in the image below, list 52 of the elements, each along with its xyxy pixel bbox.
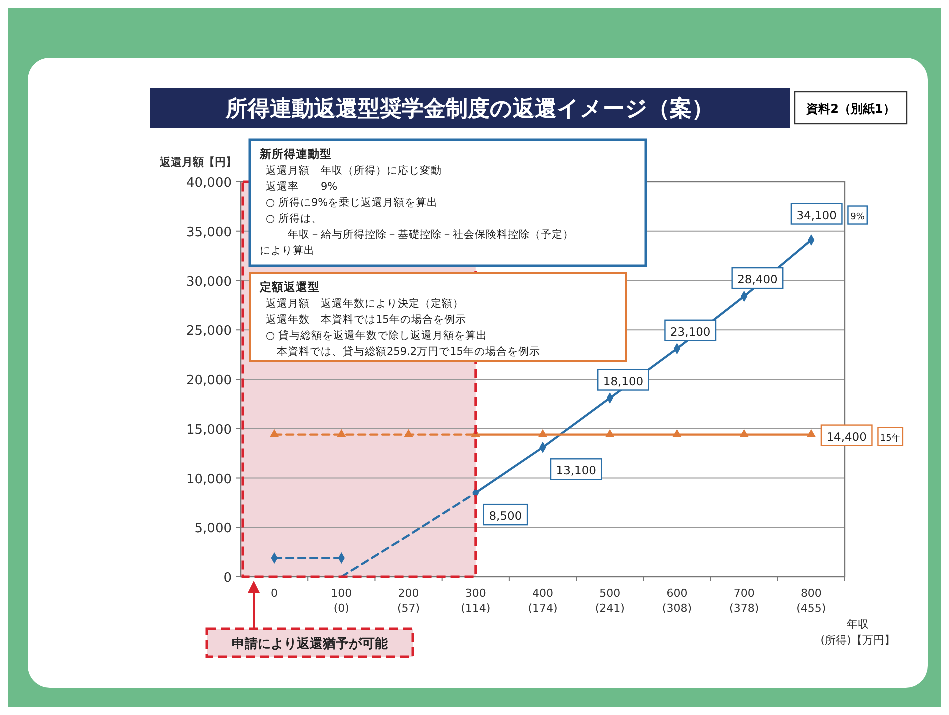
x-tick-label: 300 (114) [461, 587, 491, 615]
x-tick-label: 400 (174) [528, 587, 558, 615]
annotation: 返還年数 本資料では15年の場合を例示 [266, 313, 466, 326]
data-label: 14,400 [826, 430, 867, 444]
y-tick-label: 5,000 [194, 522, 232, 537]
point [740, 429, 750, 438]
data-label: 34,100 [796, 208, 837, 222]
x-tick-label: 100 (0) [331, 587, 352, 615]
data-label: 18,100 [603, 374, 644, 388]
text: 新所得連動型 [259, 147, 332, 161]
x-tick-label: 200 (57) [397, 587, 420, 615]
y-axis-title: 返還月額【円】 [159, 156, 237, 169]
y-tick-label: 35,000 [186, 225, 232, 240]
annotation: により算出 [260, 244, 315, 257]
text: 返還月額 年収（所得）に応じ変動 [266, 164, 442, 177]
data-label: 28,400 [738, 272, 778, 287]
point [672, 429, 682, 438]
annotation: ○ 貸与総額を返還年数で除し返還月額を算出 [266, 329, 488, 342]
annotation: ○ 所得は、 [266, 212, 322, 225]
y-tick-label: 25,000 [186, 324, 232, 340]
x-tick-label: 700 (378) [730, 587, 760, 615]
data-label: 8,500 [489, 509, 522, 524]
point [538, 429, 548, 438]
y-tick-label: 10,000 [186, 472, 232, 488]
chart-title: 所得連動返還型奨学金制度の返還イメージ（案） [225, 96, 714, 122]
annotation: 返還率 9% [266, 180, 338, 193]
x-tick-label: 500 (241) [595, 587, 625, 615]
x-tick-label: 600 (308) [662, 587, 692, 615]
data-label: 23,100 [670, 324, 711, 339]
y-tick-label: 40,000 [186, 176, 232, 191]
data-label: 13,100 [556, 464, 597, 478]
text: 申請により返還猶予が可能 [232, 636, 389, 652]
y-tick-label: 15,000 [186, 422, 232, 438]
point [806, 429, 816, 438]
y-tick-label: 30,000 [186, 274, 232, 290]
text: 資料2（別紙1） [806, 102, 896, 116]
text: 9% [850, 212, 866, 222]
annotation: ○ 所得に9%を乗じ返還月額を算出 [266, 196, 438, 209]
annotation: 年収－給与所得控除－基礎控除－社会保険料控除（予定） [266, 228, 574, 241]
x-tick-label: 800 (455) [796, 587, 826, 615]
y-tick-label: 20,000 [186, 374, 232, 388]
x-axis-title: 年収 (所得)【万円】 [820, 618, 896, 647]
point [270, 429, 280, 438]
point [336, 429, 346, 438]
annotation: 本資料では、貸与総額259.2万円で15年の場合を例示 [266, 345, 540, 358]
point [605, 429, 615, 438]
x-tick-label: 0 [271, 587, 278, 600]
y-tick-label: 0 [224, 571, 232, 586]
text: 15年 [880, 432, 901, 444]
annotation: 返還月額 返還年数により決定（定額） [266, 297, 464, 310]
annotation: 定額返還型 [259, 280, 320, 294]
point [404, 429, 414, 438]
